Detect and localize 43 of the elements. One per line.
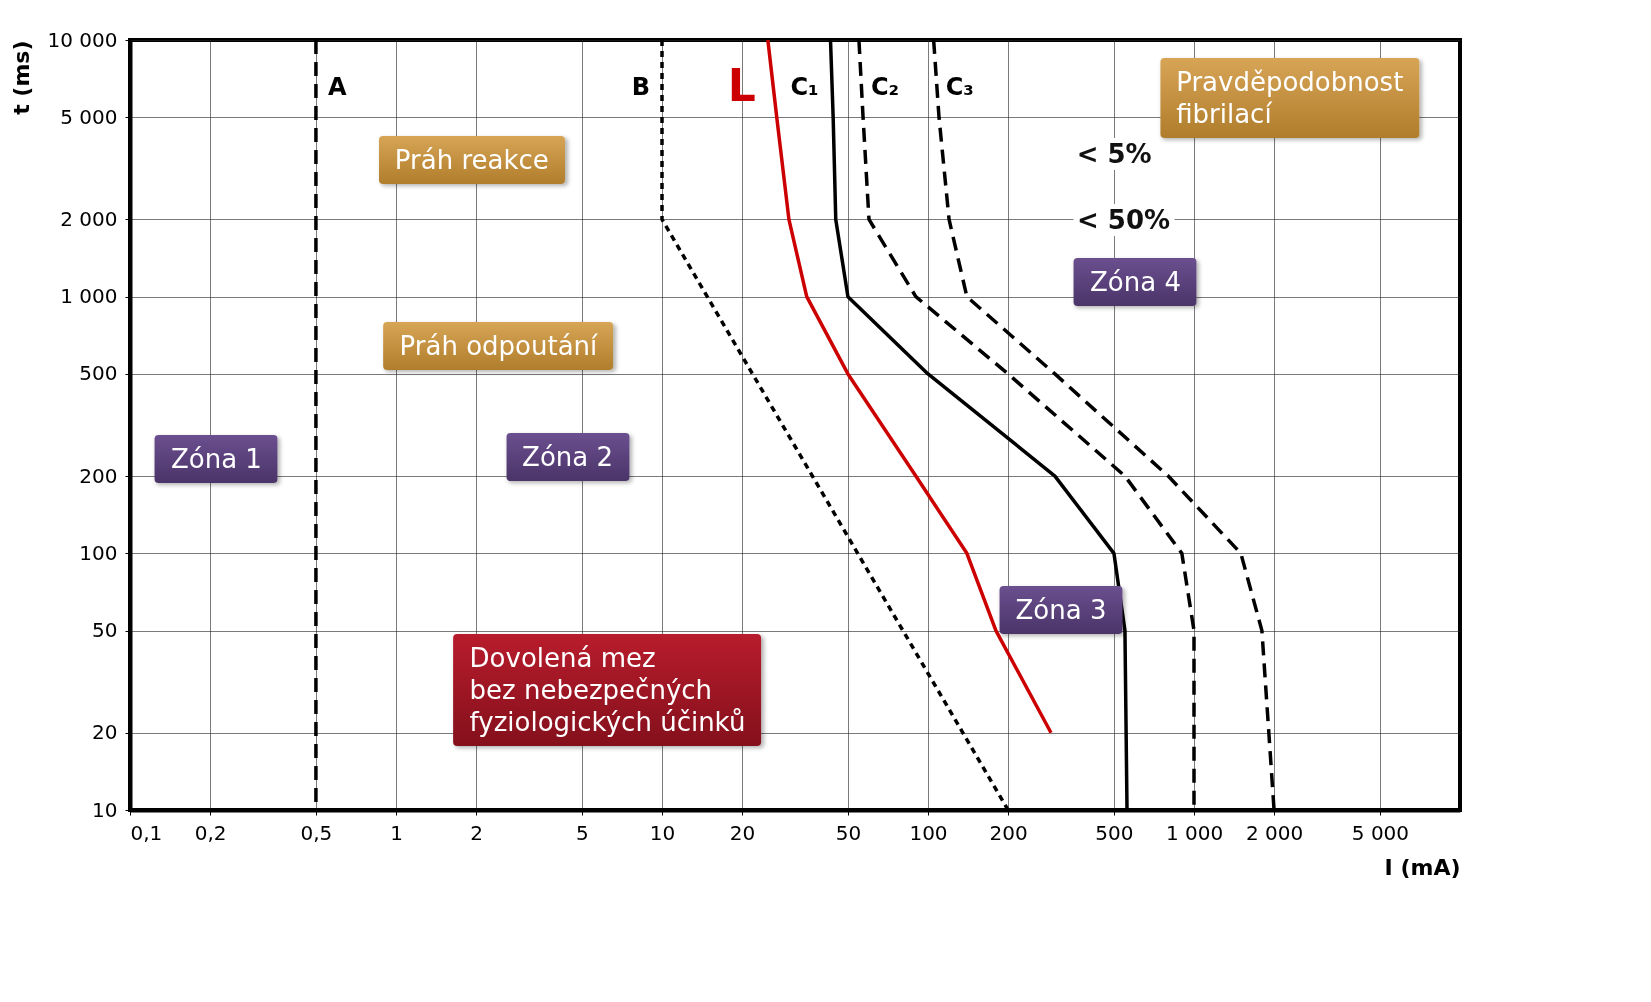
x-tick-label: 500 — [1095, 820, 1134, 845]
series-label: C₃ — [945, 73, 974, 101]
series-label: C₂ — [870, 73, 900, 101]
x-tick-label: 1 000 — [1165, 820, 1224, 845]
x-tick-label: 100 — [909, 820, 948, 845]
x-tick-label: 5 — [576, 820, 589, 845]
y-tick-label: 200 — [79, 463, 118, 488]
x-tick-label: 0,5 — [300, 820, 333, 845]
y-tick-label: 500 — [79, 361, 118, 386]
x-tick-label: 5 000 — [1351, 820, 1410, 845]
series-label: C₁ — [790, 73, 819, 101]
y-axis-title: t (ms) — [8, 40, 34, 115]
x-tick-label: 1 — [390, 820, 403, 845]
y-tick-label: 10 — [92, 797, 118, 822]
annotation: < 50% — [1072, 204, 1175, 237]
x-tick-label: 2 000 — [1245, 820, 1304, 845]
y-tick-label: 1 000 — [60, 284, 118, 309]
annotation: Zóna 1 — [154, 434, 278, 483]
series-label: B — [631, 73, 650, 101]
y-tick-label: 10 000 — [47, 27, 118, 52]
x-tick-label: 0,1 — [130, 820, 163, 845]
y-tick-label: 5 000 — [60, 104, 118, 129]
x-tick-label: 2 — [470, 820, 483, 845]
annotation: Pravděpodobnost fibrilací — [1160, 57, 1420, 138]
x-tick-label: 200 — [989, 820, 1028, 845]
annotation: Zóna 4 — [1074, 257, 1197, 306]
annotation: < 5% — [1072, 137, 1156, 170]
y-tick-label: 50 — [92, 618, 118, 643]
x-tick-label: 50 — [835, 820, 862, 845]
x-tick-label: 10 — [649, 820, 676, 845]
x-axis-title: I (mA) — [1384, 854, 1461, 880]
x-tick-label: 0,2 — [194, 820, 227, 845]
y-tick-label: 2 000 — [60, 206, 118, 231]
y-tick-label: 20 — [92, 720, 118, 745]
annotation: Zóna 3 — [999, 585, 1123, 634]
annotation: Dovolená mez bez nebezpečných fyziologických účinků — [453, 633, 762, 746]
series-label: L — [727, 60, 756, 111]
annotation: Práh odpoutání — [383, 321, 614, 370]
annotation: Zóna 2 — [506, 432, 630, 481]
x-tick-label: 20 — [729, 820, 756, 845]
annotation: Práh reakce — [378, 136, 565, 185]
series-label: A — [327, 73, 347, 101]
y-tick-label: 100 — [79, 540, 118, 565]
